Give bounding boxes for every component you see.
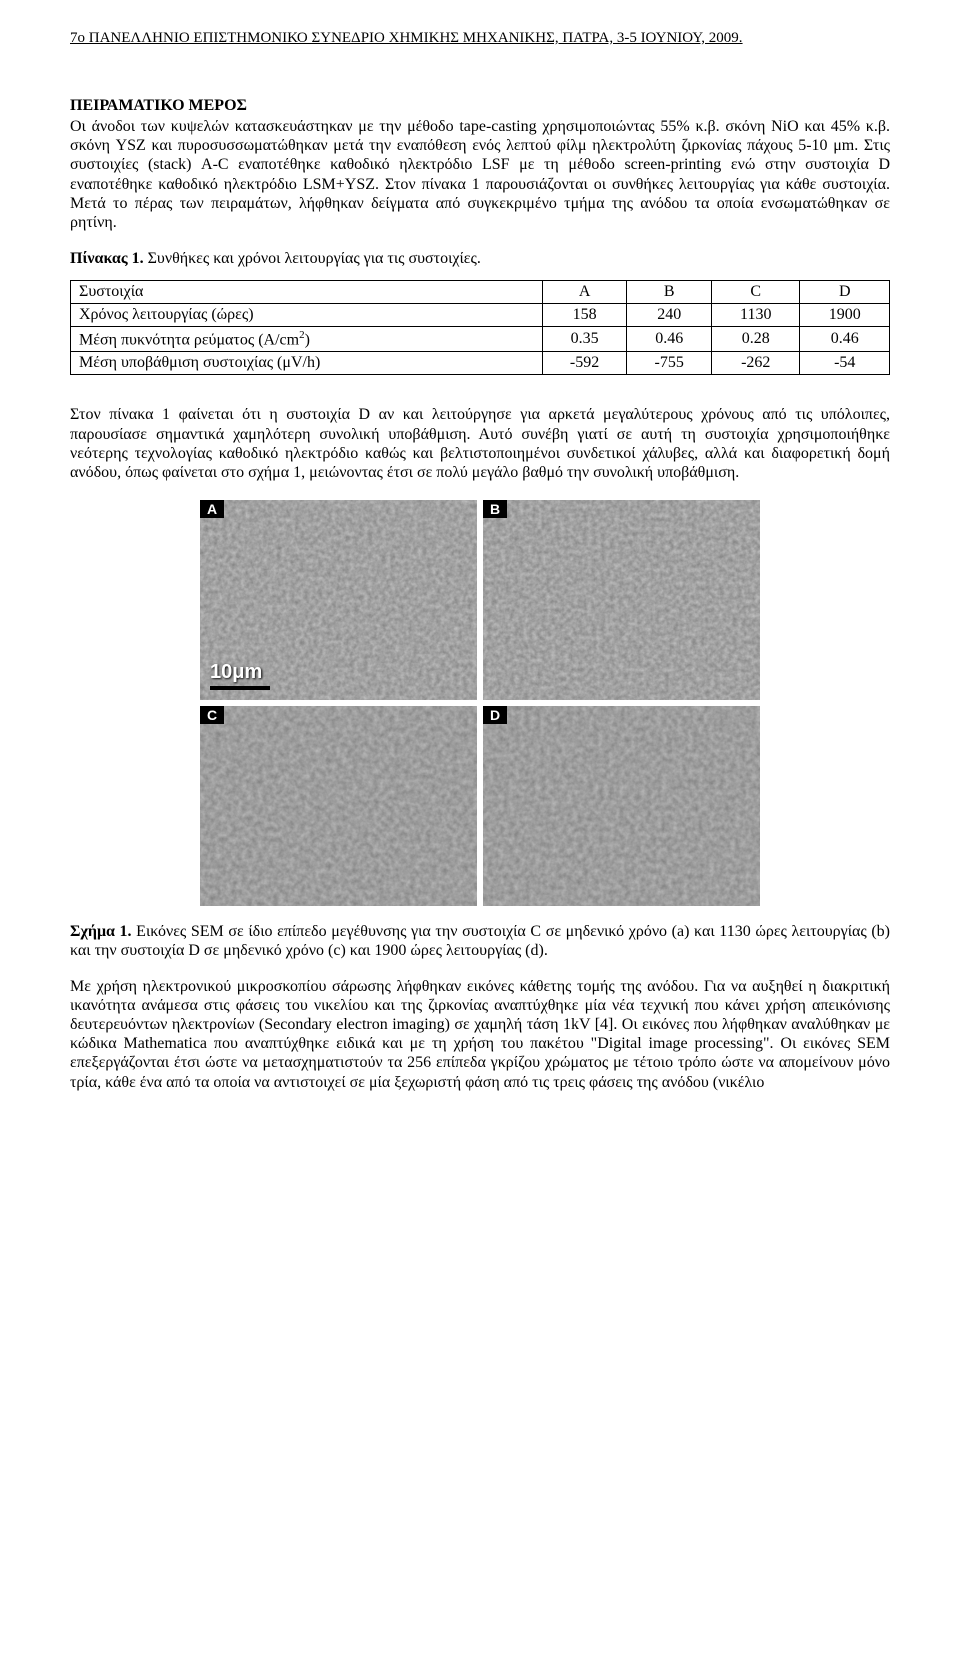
sem-texture-icon — [483, 500, 760, 700]
sem-scale-label: 10μm — [210, 661, 270, 690]
sem-texture-icon — [483, 706, 760, 906]
table-header-row: Συστοιχία A B C D — [71, 281, 890, 304]
table-header-cell: A — [542, 281, 627, 304]
sem-panel-label: D — [483, 706, 507, 724]
table-caption-label: Πίνακας 1. — [70, 250, 144, 267]
table-row: Μέση πυκνότητα ρεύματος (A/cm2) 0.35 0.4… — [71, 327, 890, 352]
conditions-table: Συστοιχία A B C D Χρόνος λειτουργίας (ώρ… — [70, 280, 890, 375]
sem-scale-bar-icon — [210, 686, 270, 690]
table-cell: 0.46 — [800, 327, 890, 352]
table-header-cell: B — [627, 281, 712, 304]
table-cell: 1130 — [712, 304, 800, 327]
table-caption-text: Συνθήκες και χρόνοι λειτουργίας για τις … — [144, 250, 481, 267]
sem-texture-icon — [200, 706, 477, 906]
table-cell: 0.35 — [542, 327, 627, 352]
sem-panel-label: C — [200, 706, 224, 724]
table-cell: -755 — [627, 352, 712, 375]
table-cell: -592 — [542, 352, 627, 375]
table-cell: Χρόνος λειτουργίας (ώρες) — [71, 304, 543, 327]
sem-panel-a: A 10μm — [200, 500, 477, 700]
sem-image-grid: A 10μm B — [200, 500, 760, 906]
table-cell: 1900 — [800, 304, 890, 327]
table-cell: -54 — [800, 352, 890, 375]
figure-caption: Σχήμα 1. Εικόνες SEM σε ίδιο επίπεδο μεγ… — [70, 922, 890, 960]
paragraph-2: Στον πίνακα 1 φαίνεται ότι η συστοιχία D… — [70, 405, 890, 482]
paragraph-1: Οι άνοδοι των κυψελών κατασκευάστηκαν με… — [70, 117, 890, 232]
sem-panel-label: B — [483, 500, 507, 518]
table-row: Μέση υποβάθμιση συστοιχίας (μV/h) -592 -… — [71, 352, 890, 375]
table-cell: 240 — [627, 304, 712, 327]
table-cell: 0.28 — [712, 327, 800, 352]
sem-panel-label: A — [200, 500, 224, 518]
table-cell: Μέση πυκνότητα ρεύματος (A/cm2) — [71, 327, 543, 352]
figure-caption-label: Σχήμα 1. — [70, 923, 132, 940]
table-cell: 0.46 — [627, 327, 712, 352]
table-header-cell: D — [800, 281, 890, 304]
table-cell: 158 — [542, 304, 627, 327]
paragraph-3: Με χρήση ηλεκτρονικού μικροσκοπίου σάρωσ… — [70, 977, 890, 1092]
table-header-cell: Συστοιχία — [71, 281, 543, 304]
page-header: 7ο ΠΑΝΕΛΛΗΝΙΟ ΕΠΙΣΤΗΜΟΝΙΚΟ ΣΥΝΕΔΡΙΟ ΧΗΜΙ… — [70, 30, 890, 47]
figure-caption-text: Εικόνες SEM σε ίδιο επίπεδο μεγέθυνσης γ… — [70, 923, 890, 959]
table-row: Χρόνος λειτουργίας (ώρες) 158 240 1130 1… — [71, 304, 890, 327]
sem-panel-d: D — [483, 706, 760, 906]
sem-panel-c: C — [200, 706, 477, 906]
section-title: ΠΕΙΡΑΜΑΤΙΚΟ ΜΕΡΟΣ — [70, 97, 890, 115]
table-caption: Πίνακας 1. Συνθήκες και χρόνοι λειτουργί… — [70, 250, 890, 268]
table-cell: Μέση υποβάθμιση συστοιχίας (μV/h) — [71, 352, 543, 375]
sem-panel-b: B — [483, 500, 760, 700]
table-header-cell: C — [712, 281, 800, 304]
table-cell: -262 — [712, 352, 800, 375]
